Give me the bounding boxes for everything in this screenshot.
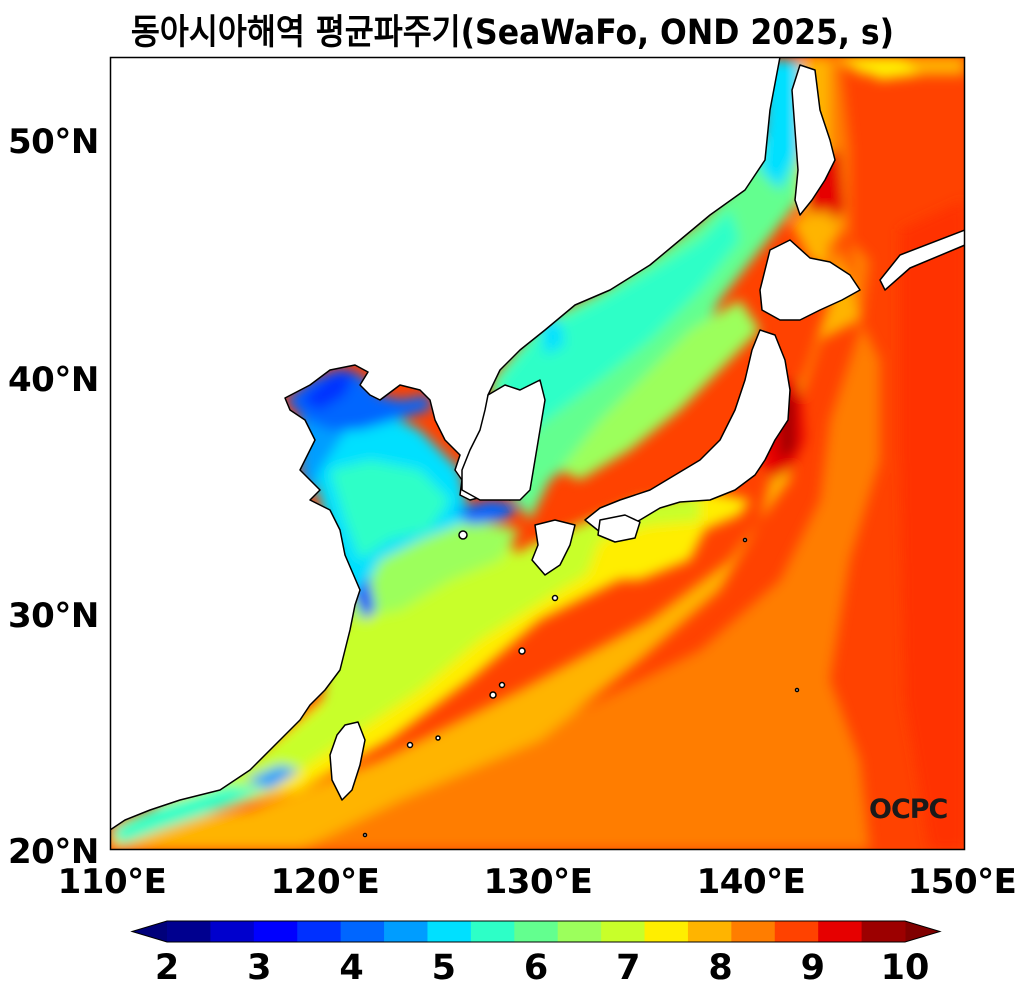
ocpc-logo: OCPC [869,794,948,825]
colorbar-bin [427,921,472,942]
land-islet [406,741,414,749]
land-islet [742,537,748,543]
ocean-band-9 [900,200,965,850]
ocean-band-7 [120,495,700,830]
map-title: 동아시아해역 평균파주기(SeaWaFo, OND 2025, s) [130,13,895,53]
lon-label-120: 120°E [270,862,380,902]
land-islet [551,594,559,602]
land-shikoku [597,514,641,543]
colorbar-over-arrow [905,921,940,942]
lat-label-30: 30°N [8,596,99,636]
contour-bands [110,57,965,850]
contour-field [110,57,965,850]
colorbar-bin [297,921,342,942]
land-korea [461,379,546,501]
land-islet [498,681,506,689]
land-islet [794,687,800,693]
colorbar-bin [601,921,646,942]
colorbar-bin [644,921,689,942]
colorbar-tick-label: 2 [154,948,180,988]
ocean-band-8-hokkaido [790,210,830,270]
colorbar-tick-label: 4 [339,948,364,988]
colorbar-tick-label: 6 [523,948,549,988]
ocean-band-6_5-ecs [340,520,520,620]
land-kamchatka-edge [879,229,965,291]
lon-label-130: 130°E [483,862,593,902]
colorbar-bin [818,921,863,942]
colorbar-tick-label: 9 [800,948,825,988]
ocean-band-5_5-scs-coast [110,785,270,845]
colorbar-tick-label: 5 [431,948,456,988]
ocean-band-7-ecs [320,525,520,720]
colorbar-outline [130,920,942,943]
ocean-band-5_5-yellowsea [330,460,450,560]
lat-label-50: 50°N [8,122,99,162]
colorbar-bin [167,921,211,942]
colorbar-bin [557,921,602,942]
ocean-band-3_5-bohai [300,370,355,410]
colorbar-bin [774,921,819,942]
colorbar-bin [253,921,298,942]
colorbar-tick-label: 7 [616,948,641,988]
land-islet [362,832,368,838]
colorbar-tick-label: 3 [247,948,272,988]
colorbar-tick-label: 10 [880,948,930,988]
colorbar-bin [340,921,385,942]
colorbar-bin [687,921,732,942]
land-sakhalin [791,64,836,216]
ocean-band-4_5-scs-coast [245,765,300,790]
land-islet [435,735,441,741]
colorbar [130,920,942,943]
ocean-band-6_5-eastsea [560,300,760,480]
land [110,57,965,838]
lat-label-40: 40°N [8,360,99,400]
land-islet [518,647,526,655]
ocean-band-7_5-shikoku [585,520,710,580]
land-asia [110,57,781,831]
lon-label-150: 150°E [907,862,1017,902]
lat-label-20: 20°N [8,832,99,872]
colorbar-bin [384,921,428,942]
colorbar-under-arrow [132,921,167,942]
ocean-band-3_5-hangzhou [355,575,375,620]
land-kyushu [531,519,576,576]
land-islet-jeju [458,530,468,540]
land-hokkaido [759,239,861,321]
colorbar-bin [731,921,776,942]
map-frame [109,56,966,851]
colorbar-bin [514,921,559,942]
land-islet [489,691,497,699]
colorbar-bin [470,921,515,942]
colorbar-tick-label: 8 [708,948,733,988]
ocean-band-7_5-north [840,57,920,80]
ocean-band-5_5-eastsea [500,210,740,460]
colorbar-bin [861,921,906,942]
colorbar-bin [210,921,255,942]
lon-label-140: 140°E [696,862,806,902]
land-taiwan [329,721,366,801]
ocean-band-4-korea-south [455,500,520,525]
lon-label-110: 110°E [57,862,167,902]
